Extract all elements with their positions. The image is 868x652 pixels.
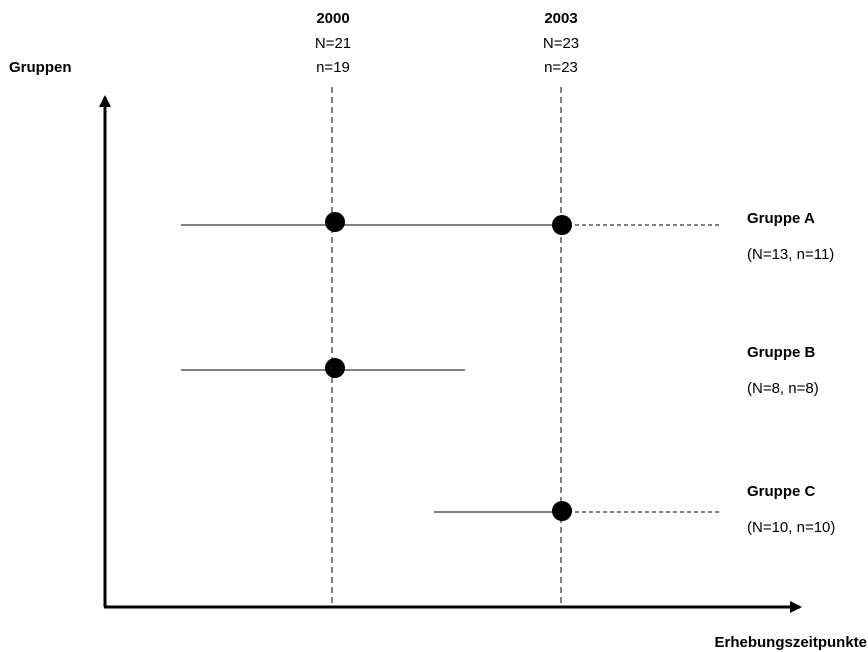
group-a-counts: (N=13, n=11) bbox=[747, 246, 835, 263]
group-c-label: Gruppe C bbox=[747, 483, 816, 500]
group-b-label: Gruppe B bbox=[747, 344, 816, 361]
group-c-counts: (N=10, n=10) bbox=[747, 519, 836, 536]
group-b-counts: (N=8, n=8) bbox=[747, 380, 819, 397]
group-a-point-2000 bbox=[325, 212, 345, 232]
year-2003-n: n=23 bbox=[544, 59, 578, 76]
group-a-label: Gruppe A bbox=[747, 210, 815, 227]
y-axis-label: Gruppen bbox=[9, 59, 72, 76]
year-2003-N: N=23 bbox=[542, 35, 580, 52]
year-2000-n: n=19 bbox=[316, 59, 350, 76]
year-2003-label: 2003 bbox=[544, 10, 578, 27]
group-a-point-2003 bbox=[552, 215, 572, 235]
year-2000-N: N=21 bbox=[314, 35, 352, 52]
group-c-point-2003 bbox=[552, 501, 572, 521]
year-2000-label: 2000 bbox=[316, 10, 350, 27]
x-axis-label: Erhebungszeitpunkte bbox=[714, 634, 867, 651]
group-b-point-2000 bbox=[325, 358, 345, 378]
